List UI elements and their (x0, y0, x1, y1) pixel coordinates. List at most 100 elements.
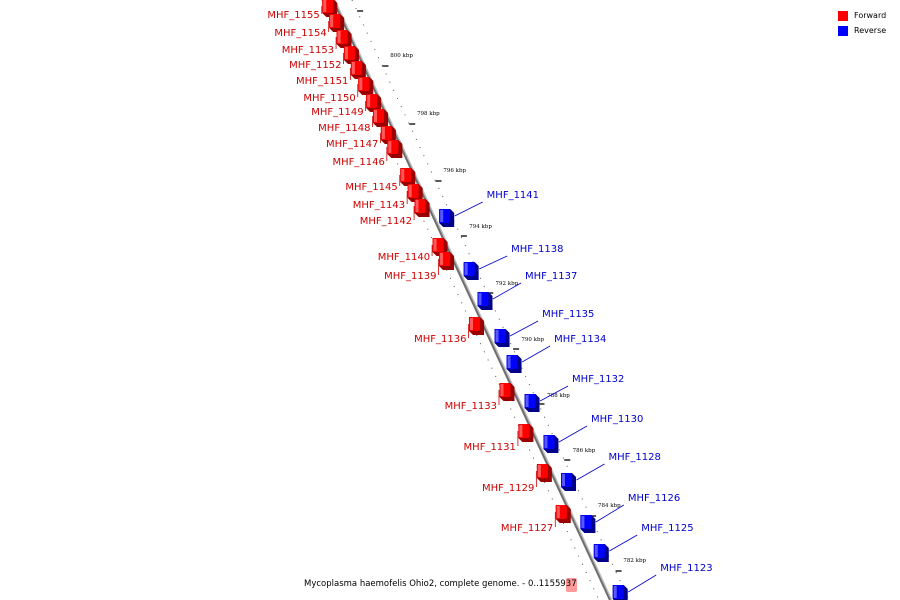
forward-gene-MHF_1149[interactable] (366, 94, 382, 112)
forward-gene-MHF_1147[interactable] (380, 126, 396, 144)
reverse-gene-label[interactable]: MHF_1134 (554, 334, 606, 345)
genome-caption: Mycoplasma haemofelis Ohio2, complete ge… (304, 579, 577, 589)
reverse-gene-MHF_1123[interactable] (612, 585, 628, 600)
reverse-gene-label[interactable]: MHF_1125 (641, 523, 693, 534)
gene-face (387, 140, 399, 154)
reverse-gene-label[interactable]: MHF_1126 (628, 493, 680, 504)
forward-gene-MHF_1133[interactable] (499, 383, 515, 401)
reverse-gene-connector (628, 574, 657, 593)
reverse-gene-MHF_1126[interactable] (580, 515, 596, 533)
gene-highlight (581, 516, 585, 528)
forward-gene-MHF_1142[interactable] (414, 199, 430, 217)
gene-face (518, 424, 530, 438)
tick-label: 788 kbp (547, 393, 570, 399)
reverse-gene-label[interactable]: MHF_1135 (542, 309, 594, 320)
forward-gene-label[interactable]: MHF_1127 (501, 523, 553, 534)
forward-gene-label[interactable]: MHF_1151 (296, 76, 348, 87)
forward-gene-label[interactable]: MHF_1150 (303, 93, 355, 104)
reverse-gene-connector (595, 504, 625, 523)
forward-gene-label[interactable]: MHF_1143 (353, 200, 405, 211)
reverse-gene-connector (539, 385, 569, 402)
gene-face (524, 394, 536, 408)
tick-label: 790 kbp (521, 337, 544, 343)
gene-face (463, 262, 475, 276)
gene-highlight (330, 15, 334, 27)
forward-gene-label[interactable]: MHF_1153 (282, 45, 334, 56)
forward-gene-MHF_1129[interactable] (536, 464, 552, 482)
reverse-gene-MHF_1135[interactable] (494, 329, 510, 347)
forward-gene-label[interactable]: MHF_1148 (318, 123, 370, 134)
reverse-gene-label[interactable]: MHF_1141 (487, 190, 539, 201)
gene-face (536, 464, 548, 478)
gene-face (336, 30, 348, 44)
gene-face (432, 238, 444, 252)
gene-highlight (537, 465, 541, 477)
forward-gene-MHF_1136[interactable] (469, 317, 485, 335)
reverse-gene-MHF_1141[interactable] (439, 209, 455, 227)
reverse-gene-MHF_1130[interactable] (543, 435, 559, 453)
reverse-gene-label[interactable]: MHF_1137 (525, 271, 577, 282)
reverse-gene-MHF_1132[interactable] (524, 394, 540, 412)
legend-forward: Forward (838, 8, 886, 23)
faded-forward-gene (566, 578, 577, 592)
reverse-gene-label[interactable]: MHF_1132 (572, 374, 624, 385)
forward-gene-label[interactable]: MHF_1147 (326, 139, 378, 150)
reverse-gene-MHF_1137[interactable] (477, 292, 493, 310)
gene-highlight (374, 110, 378, 122)
forward-gene-MHF_1127[interactable] (555, 505, 571, 523)
forward-gene-label[interactable]: MHF_1133 (445, 401, 497, 412)
forward-gene-MHF_1153[interactable] (336, 30, 352, 48)
forward-gene-label[interactable]: MHF_1155 (267, 10, 319, 21)
reverse-gene-MHF_1134[interactable] (506, 355, 522, 373)
reverse-gene-MHF_1125[interactable] (593, 544, 609, 562)
forward-gene-MHF_1131[interactable] (518, 424, 534, 442)
reverse-gene-label[interactable]: MHF_1128 (609, 452, 661, 463)
reverse-gene-label[interactable]: MHF_1138 (511, 244, 563, 255)
forward-gene-MHF_1139[interactable] (439, 252, 455, 270)
forward-gene-label[interactable]: MHF_1136 (414, 334, 466, 345)
forward-gene-MHF_1146[interactable] (387, 140, 403, 158)
gene-highlight (367, 95, 371, 107)
reverse-gene-MHF_1128[interactable] (561, 473, 577, 491)
forward-gene-MHF_1145[interactable] (400, 168, 416, 186)
gene-highlight (478, 293, 482, 305)
forward-gene-label[interactable]: MHF_1146 (332, 157, 384, 168)
gene-highlight (337, 31, 341, 43)
reverse-gene-connector (492, 282, 522, 300)
forward-gene-label[interactable]: MHF_1145 (345, 182, 397, 193)
gene-face (343, 46, 355, 60)
forward-gene-MHF_1155[interactable] (322, 0, 338, 17)
gene-face (477, 292, 489, 306)
forward-gene-MHF_1143[interactable] (407, 184, 423, 202)
forward-gene-MHF_1151[interactable] (350, 61, 366, 79)
forward-gene-label[interactable]: MHF_1140 (378, 252, 430, 263)
forward-gene-MHF_1150[interactable] (358, 77, 374, 95)
gene-highlight (381, 127, 385, 139)
gene-face (439, 252, 451, 266)
gene-face (407, 184, 419, 198)
gene-face (366, 94, 378, 108)
forward-gene-MHF_1154[interactable] (329, 14, 345, 32)
forward-gene-label[interactable]: MHF_1129 (482, 483, 534, 494)
reverse-gene-label[interactable]: MHF_1123 (660, 563, 712, 574)
gene-face (506, 355, 518, 369)
gene-highlight (500, 384, 504, 396)
forward-gene-label[interactable]: MHF_1154 (274, 28, 326, 39)
forward-gene-label[interactable]: MHF_1149 (311, 107, 363, 118)
reverse-gene-MHF_1138[interactable] (463, 262, 479, 280)
legend-reverse: Reverse (838, 23, 886, 38)
forward-gene-label[interactable]: MHF_1139 (384, 271, 436, 282)
gene-highlight (495, 330, 499, 342)
reverse-gene-label[interactable]: MHF_1130 (591, 414, 643, 425)
forward-gene-label[interactable]: MHF_1152 (289, 60, 341, 71)
forward-gene-MHF_1148[interactable] (373, 109, 389, 127)
gene-highlight (613, 586, 617, 598)
forward-gene-MHF_1140[interactable] (432, 238, 448, 256)
gene-highlight (440, 253, 444, 265)
gene-highlight (562, 474, 566, 486)
forward-gene-MHF_1152[interactable] (343, 46, 359, 64)
forward-gene-label[interactable]: MHF_1131 (464, 442, 516, 453)
forward-gene-label[interactable]: MHF_1142 (360, 216, 412, 227)
gene-face (494, 329, 506, 343)
